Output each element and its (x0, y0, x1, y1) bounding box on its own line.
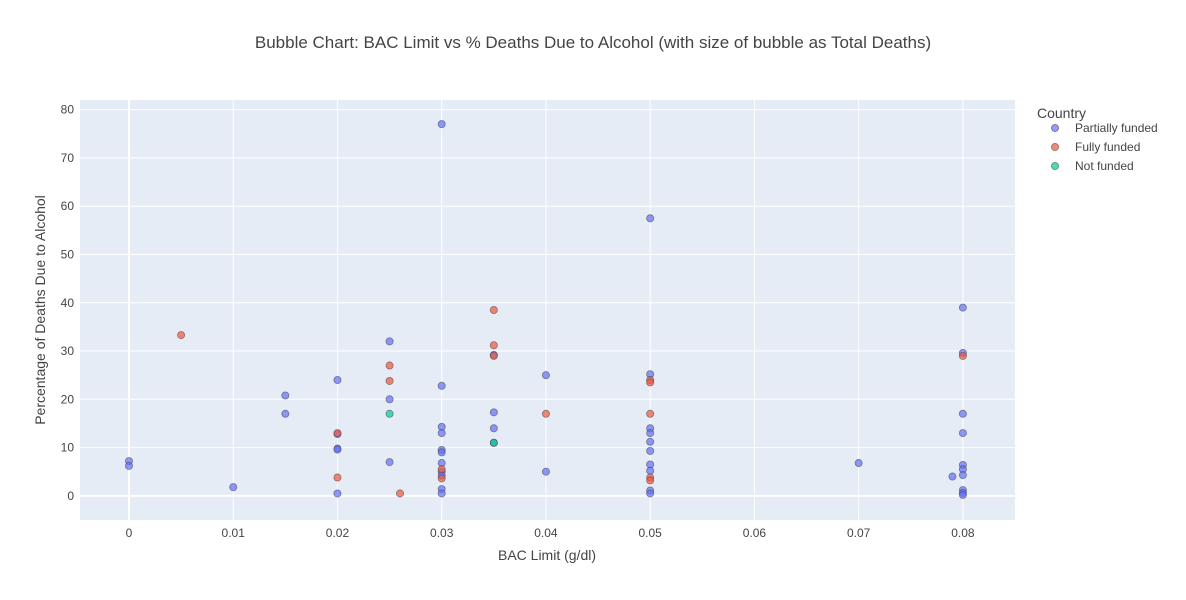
data-point-partially-funded[interactable] (333, 375, 342, 384)
data-point-partially-funded[interactable] (948, 472, 957, 481)
y-tick-label: 40 (61, 296, 75, 310)
y-tick-label: 0 (67, 489, 74, 503)
data-point-partially-funded[interactable] (385, 458, 394, 467)
x-tick-label: 0.06 (743, 526, 767, 540)
data-point-fully-funded[interactable] (489, 341, 498, 350)
data-point-partially-funded[interactable] (958, 303, 967, 312)
data-point-partially-funded[interactable] (541, 467, 550, 476)
data-point-partially-funded[interactable] (281, 409, 290, 418)
y-tick-label: 70 (61, 151, 75, 165)
data-point-partially-funded[interactable] (646, 446, 655, 455)
x-tick-label: 0.01 (222, 526, 246, 540)
data-point-partially-funded[interactable] (281, 391, 290, 400)
data-point-partially-funded[interactable] (437, 448, 446, 457)
data-point-not-funded[interactable] (385, 409, 394, 418)
chart-title: Bubble Chart: BAC Limit vs % Deaths Due … (254, 33, 932, 52)
data-point-partially-funded[interactable] (229, 483, 238, 492)
x-tick-label: 0.03 (430, 526, 454, 540)
data-point-fully-funded[interactable] (646, 378, 655, 387)
legend-label: Not funded (1075, 159, 1134, 173)
legend-label: Partially funded (1075, 121, 1158, 135)
data-point-partially-funded[interactable] (333, 445, 342, 454)
data-point-fully-funded[interactable] (646, 409, 655, 418)
data-point-fully-funded[interactable] (333, 429, 342, 438)
legend-marker (1051, 142, 1060, 151)
y-tick-label: 30 (61, 344, 75, 358)
data-point-fully-funded[interactable] (177, 331, 186, 340)
legend-label: Fully funded (1075, 140, 1140, 154)
data-point-partially-funded[interactable] (437, 120, 446, 129)
data-points (124, 120, 967, 499)
data-point-partially-funded[interactable] (385, 337, 394, 346)
y-tick-label: 80 (61, 103, 75, 117)
data-point-partially-funded[interactable] (124, 461, 133, 470)
data-point-partially-funded[interactable] (489, 408, 498, 417)
y-tick-label: 10 (61, 441, 75, 455)
data-point-fully-funded[interactable] (333, 473, 342, 482)
data-point-partially-funded[interactable] (541, 371, 550, 380)
legend-item-not-funded[interactable]: Not funded (1051, 159, 1134, 173)
data-point-partially-funded[interactable] (437, 429, 446, 438)
legend-title: Country (1037, 105, 1086, 121)
data-point-fully-funded[interactable] (541, 409, 550, 418)
plot-background (80, 100, 1015, 520)
data-point-partially-funded[interactable] (958, 409, 967, 418)
data-point-fully-funded[interactable] (958, 351, 967, 360)
legend-marker (1051, 161, 1060, 170)
data-point-partially-funded[interactable] (437, 489, 446, 498)
x-tick-label: 0.05 (638, 526, 662, 540)
data-point-partially-funded[interactable] (854, 459, 863, 468)
x-tick-label: 0 (126, 526, 133, 540)
data-point-partially-funded[interactable] (958, 490, 967, 499)
data-point-partially-funded[interactable] (437, 381, 446, 390)
data-point-fully-funded[interactable] (385, 376, 394, 385)
data-point-partially-funded[interactable] (646, 466, 655, 475)
legend-item-partially-funded[interactable]: Partially funded (1051, 121, 1158, 135)
data-point-partially-funded[interactable] (489, 424, 498, 433)
x-tick-label: 0.08 (951, 526, 975, 540)
legend[interactable]: Country Partially funded Fully funded Not … (1037, 105, 1158, 173)
data-point-fully-funded[interactable] (385, 361, 394, 370)
data-point-partially-funded[interactable] (646, 429, 655, 438)
x-tick-label: 0.04 (534, 526, 558, 540)
data-point-partially-funded[interactable] (385, 395, 394, 404)
data-point-fully-funded[interactable] (646, 476, 655, 485)
x-axis-ticks: 0 0.01 0.02 0.03 0.04 0.05 0.06 0.07 0.08 (126, 526, 975, 540)
data-point-fully-funded[interactable] (437, 474, 446, 483)
data-point-partially-funded[interactable] (958, 429, 967, 438)
data-point-partially-funded[interactable] (958, 471, 967, 480)
y-tick-label: 20 (61, 392, 75, 406)
legend-marker (1051, 124, 1060, 133)
data-point-partially-funded[interactable] (646, 489, 655, 498)
data-point-fully-funded[interactable] (396, 489, 405, 498)
x-tick-label: 0.07 (847, 526, 871, 540)
y-axis-ticks: 0 10 20 30 40 50 60 70 80 (61, 103, 75, 503)
data-point-fully-funded[interactable] (489, 305, 498, 314)
x-tick-label: 0.02 (326, 526, 350, 540)
y-axis-title: Percentage of Deaths Due to Alcohol (32, 195, 48, 425)
data-point-not-funded[interactable] (489, 438, 498, 447)
data-point-fully-funded[interactable] (489, 351, 498, 360)
data-point-partially-funded[interactable] (333, 489, 342, 498)
data-point-partially-funded[interactable] (646, 437, 655, 446)
y-tick-label: 50 (61, 247, 75, 261)
data-point-partially-funded[interactable] (646, 214, 655, 223)
x-axis-title: BAC Limit (g/dl) (498, 547, 596, 563)
y-tick-label: 60 (61, 199, 75, 213)
legend-item-fully-funded[interactable]: Fully funded (1051, 140, 1140, 154)
data-point-fully-funded[interactable] (437, 465, 446, 474)
